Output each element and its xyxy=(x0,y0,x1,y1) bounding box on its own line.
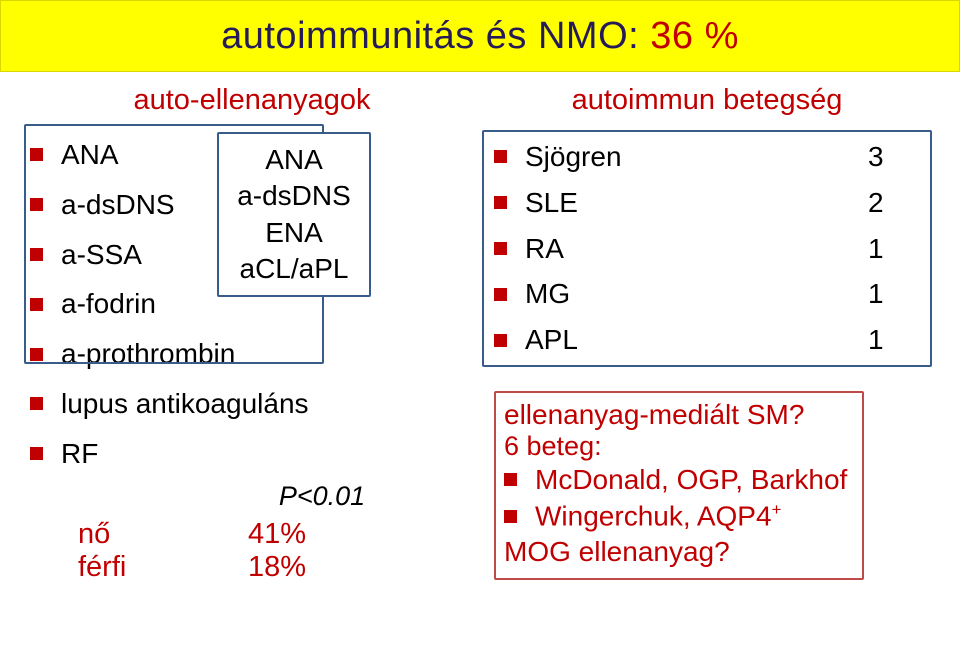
bullet-icon xyxy=(504,510,517,523)
pct-row-male: férfi 18% xyxy=(78,551,482,584)
inner-box-line: aCL/aPL xyxy=(240,251,349,287)
disease-count: 1 xyxy=(868,275,928,313)
note-text: MOG ellenanyag? xyxy=(504,536,730,568)
disease-name: Sjögren xyxy=(525,138,868,176)
inner-box-line: ANA xyxy=(265,142,323,178)
pct-row-female: nő 41% xyxy=(78,518,482,551)
note-line2: 6 beteg: xyxy=(504,431,602,462)
bullet-icon xyxy=(494,288,507,301)
pct-value: 18% xyxy=(248,551,306,584)
left-inner-box: ANA a-dsDNS ENA aCL/aPL xyxy=(217,132,371,297)
disease-name: APL xyxy=(525,321,868,359)
pct-label: férfi xyxy=(78,551,248,584)
p-value-text: P<0.01 xyxy=(279,481,365,511)
left-column: auto-ellenanyagok ANA a-dsDNS ENA aCL/aP… xyxy=(22,84,482,584)
content-area: auto-ellenanyagok ANA a-dsDNS ENA aCL/aP… xyxy=(0,72,960,584)
item-label: lupus antikoaguláns xyxy=(61,385,482,423)
note-line1: ellenanyag-mediált SM? xyxy=(504,399,804,431)
percent-block: nő 41% férfi 18% xyxy=(78,518,482,584)
title-bar: autoimmunitás és NMO: 36 % xyxy=(0,0,960,72)
item-label: RF xyxy=(61,435,482,473)
disease-name: SLE xyxy=(525,184,868,222)
disease-name: MG xyxy=(525,275,868,313)
disease-count: 3 xyxy=(868,138,928,176)
note-text-sup: + xyxy=(772,500,782,519)
bullet-icon xyxy=(494,196,507,209)
pct-label: nő xyxy=(78,518,248,551)
bullet-icon xyxy=(494,150,507,163)
page-title: autoimmunitás és NMO: 36 % xyxy=(221,15,739,58)
disease-count: 2 xyxy=(868,184,928,222)
list-item: RF xyxy=(22,429,482,479)
list-item: lupus antikoaguláns xyxy=(22,379,482,429)
inner-box-line: a-dsDNS xyxy=(237,178,351,214)
inner-box-line: ENA xyxy=(265,215,323,251)
note-text-a: Wingerchuk, AQP4 xyxy=(535,500,772,531)
right-column: autoimmun betegség Sjögren3 SLE2 RA1 MG1… xyxy=(482,84,932,584)
note-box: ellenanyag-mediált SM? 6 beteg: McDonald… xyxy=(494,391,864,580)
note-bullet: Wingerchuk, AQP4+ xyxy=(504,498,781,534)
disease-count: 1 xyxy=(868,230,928,268)
bullet-icon xyxy=(30,447,43,460)
note-bullet: McDonald, OGP, Barkhof xyxy=(504,462,847,498)
disease-box: Sjögren3 SLE2 RA1 MG1 APL1 xyxy=(482,130,932,367)
right-header: autoimmun betegség xyxy=(482,84,932,124)
left-header: auto-ellenanyagok xyxy=(22,84,482,124)
list-item: SLE2 xyxy=(486,180,928,226)
note-bullet: MOG ellenanyag? xyxy=(504,534,730,570)
disease-name: RA xyxy=(525,230,868,268)
list-item: MG1 xyxy=(486,271,928,317)
bullet-icon xyxy=(504,473,517,486)
bullet-icon xyxy=(494,334,507,347)
note-text: McDonald, OGP, Barkhof xyxy=(535,464,847,496)
note-text: Wingerchuk, AQP4+ xyxy=(535,500,781,532)
bullet-icon xyxy=(30,397,43,410)
p-value: P<0.01 xyxy=(162,481,482,512)
title-part1: autoimmunitás és NMO: xyxy=(221,15,650,57)
disease-count: 1 xyxy=(868,321,928,359)
list-item: RA1 xyxy=(486,226,928,272)
pct-value: 41% xyxy=(248,518,306,551)
bullet-icon xyxy=(494,242,507,255)
title-part2: 36 % xyxy=(650,15,739,57)
list-item: Sjögren3 xyxy=(486,134,928,180)
list-item: APL1 xyxy=(486,317,928,363)
